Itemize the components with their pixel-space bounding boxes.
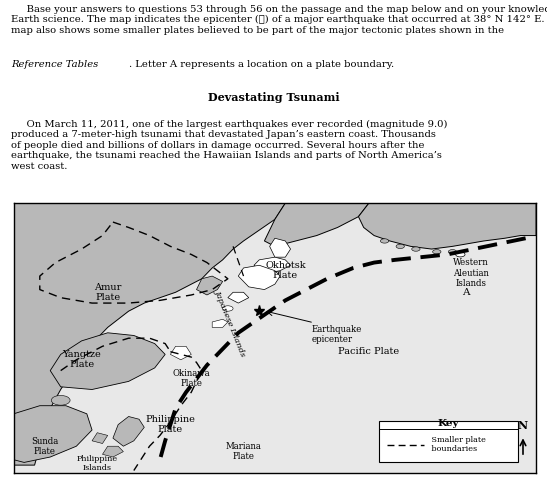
Polygon shape xyxy=(50,333,165,390)
Polygon shape xyxy=(238,265,280,290)
Bar xyxy=(380,421,518,462)
Circle shape xyxy=(433,250,441,254)
Text: Key: Key xyxy=(438,419,459,428)
Text: Base your answers to questions 53 through 56 on the passage and the map below an: Base your answers to questions 53 throug… xyxy=(11,5,547,35)
Text: . Letter A represents a location on a plate boundary.: . Letter A represents a location on a pl… xyxy=(129,60,394,69)
Text: Devastating Tsunami: Devastating Tsunami xyxy=(208,92,339,103)
Text: Smaller plate
 boundaries: Smaller plate boundaries xyxy=(429,436,486,454)
Text: A: A xyxy=(462,288,469,297)
Text: Okhotsk
Plate: Okhotsk Plate xyxy=(265,261,306,281)
Text: Sunda
Plate: Sunda Plate xyxy=(31,436,59,456)
Polygon shape xyxy=(264,203,369,246)
Circle shape xyxy=(449,250,457,254)
Polygon shape xyxy=(196,276,223,295)
Polygon shape xyxy=(102,446,124,457)
Text: Western
Aleutian
Islands: Western Aleutian Islands xyxy=(453,259,488,288)
Text: On March 11, 2011, one of the largest earthquakes ever recorded (magnitude 9.0)
: On March 11, 2011, one of the largest ea… xyxy=(11,120,447,171)
Polygon shape xyxy=(14,203,286,465)
Circle shape xyxy=(456,252,465,257)
Text: Philippine
Islands: Philippine Islands xyxy=(77,455,118,472)
Circle shape xyxy=(223,306,233,311)
Text: Pacific Plate: Pacific Plate xyxy=(339,347,399,356)
Text: Earthquake
epicenter: Earthquake epicenter xyxy=(311,325,362,344)
Polygon shape xyxy=(92,433,108,444)
Polygon shape xyxy=(212,319,228,327)
Polygon shape xyxy=(228,292,249,303)
Circle shape xyxy=(51,395,70,405)
Text: Mariana
Plate: Mariana Plate xyxy=(225,442,261,461)
Circle shape xyxy=(380,239,389,243)
Circle shape xyxy=(412,247,420,251)
Circle shape xyxy=(396,244,404,249)
Text: Reference Tables: Reference Tables xyxy=(11,60,98,69)
Polygon shape xyxy=(14,406,92,462)
Polygon shape xyxy=(113,416,144,446)
Polygon shape xyxy=(358,203,536,249)
Text: N: N xyxy=(518,420,528,431)
Polygon shape xyxy=(171,346,191,360)
Text: Okinawa
Plate: Okinawa Plate xyxy=(172,369,210,389)
Text: Philippine
Plate: Philippine Plate xyxy=(146,415,195,435)
Polygon shape xyxy=(270,238,290,257)
Text: Yangtze
Plate: Yangtze Plate xyxy=(62,350,101,369)
Text: Japanese Islands: Japanese Islands xyxy=(213,287,247,357)
Text: Amur
Plate: Amur Plate xyxy=(94,282,121,302)
Polygon shape xyxy=(254,257,290,273)
